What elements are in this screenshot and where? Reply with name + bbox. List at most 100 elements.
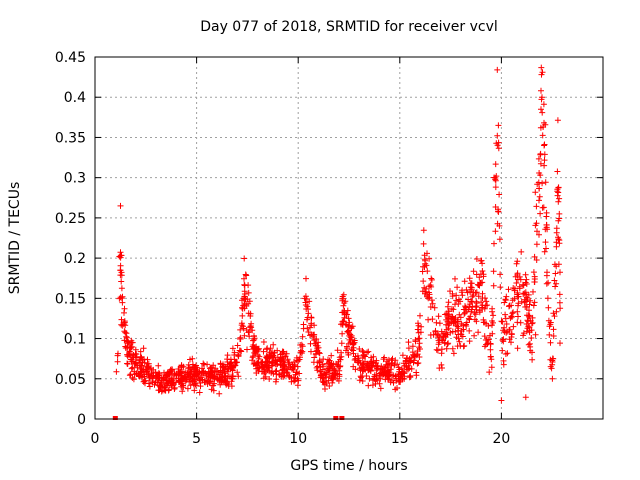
data-point	[118, 285, 125, 292]
data-point	[325, 367, 332, 374]
data-point	[555, 261, 562, 268]
data-point	[473, 318, 480, 325]
outlier-point	[541, 142, 548, 149]
data-point	[132, 346, 139, 353]
data-point	[539, 204, 546, 211]
data-point	[161, 369, 167, 376]
data-point	[535, 179, 542, 186]
data-point	[552, 270, 559, 277]
data-point	[435, 341, 442, 348]
data-point	[360, 364, 367, 371]
data-point	[557, 269, 563, 276]
data-point	[303, 275, 309, 282]
data-point	[272, 357, 279, 364]
data-point	[251, 349, 258, 356]
data-point	[461, 342, 468, 349]
data-point	[460, 322, 466, 329]
data-point	[514, 319, 521, 326]
data-point	[332, 368, 339, 374]
data-point	[499, 347, 506, 354]
data-point	[492, 161, 499, 168]
data-point	[248, 320, 255, 327]
data-point	[508, 302, 515, 309]
data-point	[546, 331, 553, 338]
data-point	[209, 382, 216, 389]
data-point	[185, 365, 192, 372]
data-point	[283, 365, 290, 372]
data-point	[203, 372, 210, 379]
data-point	[330, 376, 336, 383]
data-point	[420, 278, 427, 285]
data-point	[281, 361, 288, 368]
data-point	[234, 342, 241, 349]
data-point	[363, 373, 370, 379]
data-point	[427, 332, 434, 338]
data-point	[486, 369, 493, 376]
data-point	[478, 257, 485, 264]
data-point	[311, 337, 318, 344]
data-point	[296, 356, 303, 363]
y-axis-label: SRMTID / TECUs	[7, 182, 23, 295]
data-point	[490, 282, 497, 289]
data-point	[421, 284, 428, 291]
data-point	[171, 384, 178, 391]
data-point	[541, 248, 548, 255]
data-point	[392, 386, 399, 393]
data-point	[445, 299, 452, 306]
data-point	[360, 353, 367, 359]
data-point	[461, 310, 468, 317]
data-point	[252, 362, 259, 369]
data-point	[495, 145, 502, 152]
data-point	[285, 372, 292, 379]
data-point	[428, 275, 435, 282]
data-point	[299, 333, 306, 340]
data-point	[556, 237, 563, 244]
data-point	[251, 360, 258, 367]
outlier-point	[496, 222, 503, 229]
data-point	[523, 304, 530, 310]
data-point	[557, 305, 564, 312]
data-point	[373, 357, 380, 364]
data-point	[244, 346, 250, 353]
data-point	[459, 292, 466, 299]
data-point	[459, 333, 466, 340]
data-point	[530, 269, 537, 276]
data-point	[124, 361, 131, 367]
data-point	[536, 193, 543, 200]
data-point	[528, 335, 535, 341]
data-point	[278, 373, 285, 380]
y-tick-label: 0	[77, 412, 86, 428]
data-point	[496, 236, 503, 243]
data-point	[145, 371, 152, 378]
data-point	[249, 357, 256, 364]
data-point	[246, 324, 253, 331]
data-point	[305, 329, 312, 335]
data-point	[414, 326, 421, 333]
data-point	[536, 231, 542, 238]
data-point	[514, 345, 521, 352]
data-point	[160, 374, 167, 381]
data-point	[415, 335, 422, 342]
data-point	[245, 289, 252, 296]
data-point	[473, 289, 480, 296]
data-point	[262, 373, 269, 380]
data-point	[550, 310, 557, 317]
data-point	[528, 320, 535, 327]
data-point	[221, 373, 228, 380]
data-point	[351, 337, 358, 344]
data-point	[370, 353, 377, 360]
data-point	[448, 305, 455, 312]
data-point	[491, 240, 497, 247]
data-point	[240, 325, 247, 332]
data-point	[532, 222, 539, 229]
data-point	[444, 312, 451, 319]
data-point	[421, 264, 428, 270]
data-point	[340, 291, 347, 298]
data-point	[197, 374, 204, 381]
data-point	[128, 344, 135, 351]
data-point	[514, 270, 521, 277]
data-point	[499, 337, 506, 344]
data-point	[539, 132, 546, 139]
data-point	[426, 283, 433, 290]
data-point	[145, 360, 152, 367]
